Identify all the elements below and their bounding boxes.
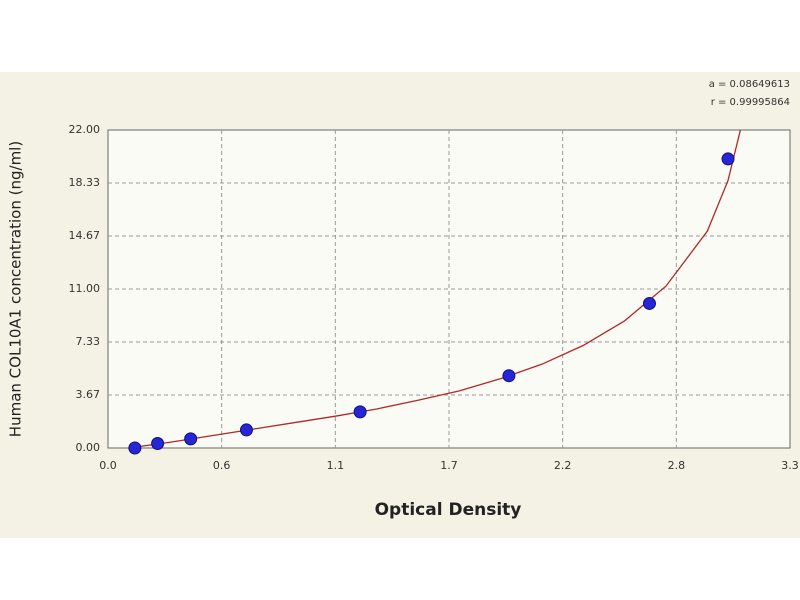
y-tick-label: 3.67 — [76, 388, 101, 401]
x-tick-label: 0.0 — [99, 459, 117, 472]
x-tick-label: 2.8 — [668, 459, 686, 472]
data-point — [184, 432, 198, 446]
y-tick-label: 14.67 — [69, 229, 101, 242]
annotation: r = 0.99995864 — [711, 97, 790, 108]
x-tick-label: 2.2 — [554, 459, 572, 472]
x-tick-label: 3.3 — [781, 459, 799, 472]
x-tick-label: 1.7 — [440, 459, 458, 472]
annotation: a = 0.08649613 — [709, 79, 790, 90]
y-tick-label: 7.33 — [76, 335, 101, 348]
y-tick-label: 18.33 — [69, 176, 101, 189]
y-tick-label: 22.00 — [69, 123, 101, 136]
y-tick-label: 0.00 — [76, 441, 101, 454]
fit-curve — [128, 129, 742, 449]
data-point — [502, 369, 516, 383]
data-point — [721, 152, 735, 166]
x-tick-label: 0.6 — [213, 459, 231, 472]
x-axis-label: Optical Density — [375, 500, 522, 520]
plot-area — [107, 129, 791, 449]
data-point — [151, 437, 165, 451]
data-point — [239, 423, 253, 437]
y-tick-label: 11.00 — [69, 282, 101, 295]
data-point — [353, 405, 367, 419]
x-tick-label: 1.1 — [327, 459, 345, 472]
y-axis-label: Human COL10A1 concentration (ng/ml) — [7, 141, 25, 437]
data-point — [642, 296, 656, 310]
data-point — [128, 441, 142, 455]
